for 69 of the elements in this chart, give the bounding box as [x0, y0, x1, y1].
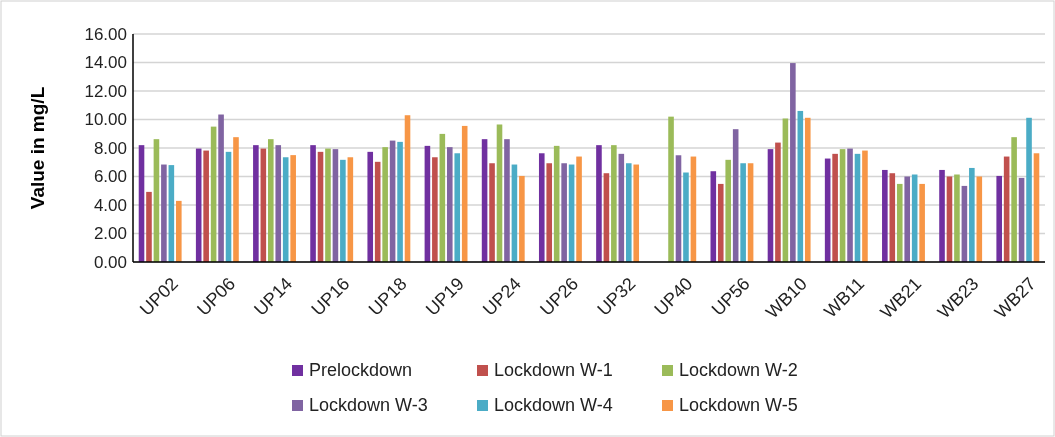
bar	[625, 163, 632, 262]
y-tick-label: 10.00	[84, 110, 127, 130]
bar	[596, 145, 602, 262]
bar	[576, 156, 582, 262]
bar	[683, 172, 689, 262]
legend-label: Lockdown W-4	[494, 395, 613, 415]
bar	[275, 145, 282, 262]
bar	[790, 63, 796, 262]
bar	[969, 167, 975, 262]
bar	[939, 169, 945, 262]
bar	[896, 183, 903, 262]
y-tick-label: 14.00	[84, 53, 127, 73]
bar	[253, 145, 259, 262]
legend-label: Lockdown W-5	[679, 395, 798, 415]
bar	[203, 150, 209, 262]
y-tick-label: 8.00	[93, 138, 127, 158]
bar	[775, 142, 781, 262]
y-tick-label: 12.00	[84, 81, 127, 101]
y-tick-label: 6.00	[93, 167, 127, 187]
bar	[310, 145, 316, 262]
bar	[633, 164, 640, 262]
bar	[832, 153, 838, 262]
y-tick-label: 0.00	[93, 252, 127, 272]
bar	[290, 155, 296, 262]
bar	[561, 163, 567, 262]
bar	[161, 164, 167, 262]
bar	[904, 176, 911, 262]
bar	[233, 137, 239, 262]
bar	[519, 175, 525, 262]
bar	[146, 191, 152, 262]
bar	[382, 147, 388, 262]
bar	[397, 141, 403, 262]
bar	[1011, 137, 1017, 262]
bar	[717, 183, 724, 262]
bar	[176, 200, 182, 262]
bar	[340, 159, 346, 262]
y-tick-label: 16.00	[84, 24, 127, 44]
bar	[367, 151, 374, 262]
bar	[1026, 117, 1032, 262]
bar	[804, 117, 811, 262]
bar	[996, 175, 1002, 262]
bar	[725, 159, 732, 262]
bar	[454, 153, 461, 262]
bar	[954, 174, 960, 262]
bar	[889, 173, 896, 262]
bar	[325, 148, 331, 262]
bar	[218, 114, 224, 262]
legend-label: Prelockdown	[309, 360, 413, 380]
bar	[538, 153, 545, 262]
bar	[847, 148, 853, 262]
bar	[489, 163, 495, 262]
bar	[862, 150, 868, 262]
bar	[504, 139, 510, 262]
bar	[611, 145, 617, 262]
y-tick-label: 2.00	[93, 224, 127, 244]
bar	[919, 183, 925, 262]
bar	[882, 169, 888, 262]
legend-label: Lockdown W-1	[494, 360, 613, 380]
y-axis-title: Value in mg/L	[27, 86, 48, 210]
bar	[546, 163, 553, 262]
legend-label: Lockdown W-3	[309, 395, 428, 415]
y-tick-label: 4.00	[93, 195, 127, 215]
bar	[282, 157, 289, 262]
legend-label: Lockdown W-2	[679, 360, 798, 380]
bar	[446, 147, 453, 262]
bar	[740, 163, 746, 262]
bar	[668, 116, 674, 262]
bar	[432, 157, 438, 262]
bar	[267, 139, 274, 262]
